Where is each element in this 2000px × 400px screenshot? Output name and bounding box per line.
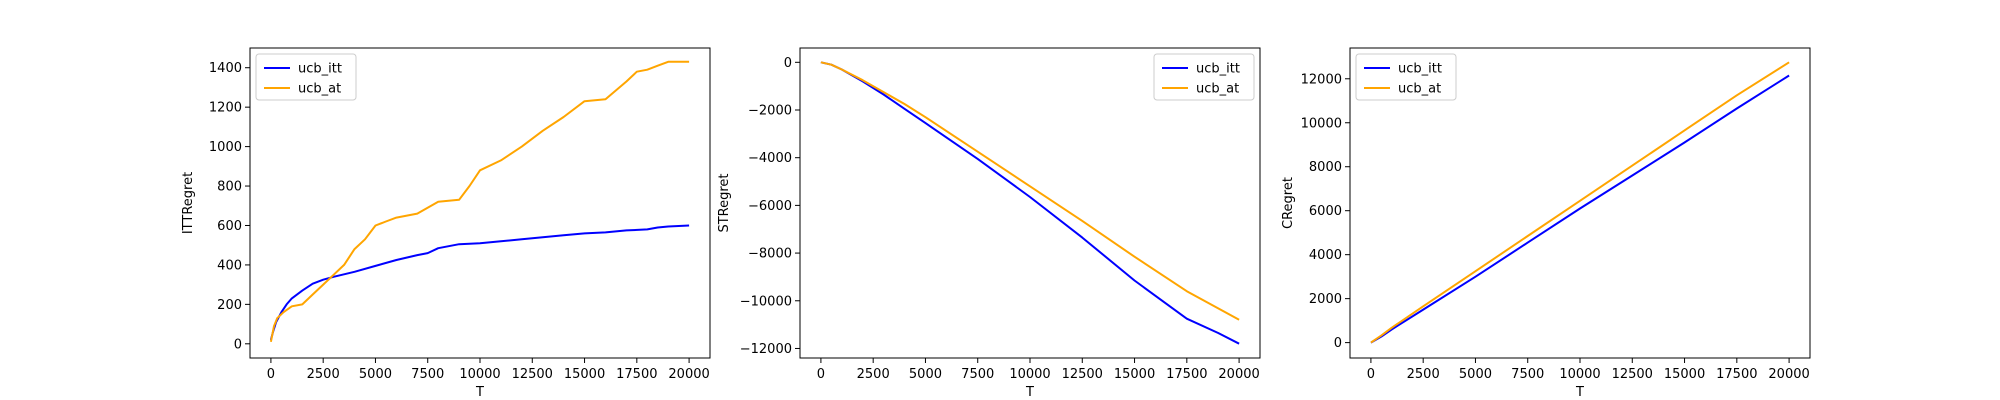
- legend-label-ucb-itt: ucb_itt: [1196, 62, 1240, 77]
- y-tick-label: 1400: [209, 61, 242, 76]
- x-tick-label: 17500: [616, 367, 657, 382]
- y-tick-label: 6000: [1309, 204, 1342, 219]
- x-tick-label: 5000: [909, 367, 942, 382]
- y-tick-label: 12000: [1301, 72, 1342, 87]
- y-tick-label: 0: [234, 337, 242, 352]
- y-tick-label: 800: [217, 180, 242, 195]
- x-axis-label: T: [1025, 385, 1034, 400]
- x-tick-label: 10000: [1559, 367, 1600, 382]
- series-line-ucb-at: [820, 61, 1240, 321]
- y-tick-label: −12000: [740, 342, 792, 357]
- y-tick-label: 200: [217, 298, 242, 313]
- legend: ucb_itt ucb_at: [1355, 53, 1457, 101]
- series-line-ucb-itt: [269, 224, 690, 341]
- y-tick-label: −2000: [748, 104, 792, 119]
- legend-label-ucb-at: ucb_at: [298, 82, 341, 97]
- x-tick-label: 7500: [411, 367, 444, 382]
- y-tick-label: −8000: [748, 247, 792, 262]
- x-axis-label: T: [1575, 385, 1584, 400]
- x-tick-label: 2500: [1407, 367, 1440, 382]
- series-line-ucb-at: [269, 60, 690, 342]
- plot-area: [269, 60, 690, 342]
- y-tick-label: 4000: [1309, 248, 1342, 263]
- y-tick-label: 1200: [209, 101, 242, 116]
- series-line-ucb-itt: [820, 61, 1240, 345]
- x-tick-label: 12500: [1612, 367, 1653, 382]
- x-axis-label: T: [475, 385, 484, 400]
- x-tick-label: 5000: [359, 367, 392, 382]
- y-tick-label: 10000: [1301, 116, 1342, 131]
- legend: ucb_itt ucb_at: [255, 53, 357, 101]
- x-tick-label: 7500: [961, 367, 994, 382]
- legend-label-ucb-itt: ucb_itt: [298, 62, 342, 77]
- x-tick-label: 7500: [1511, 367, 1544, 382]
- x-tick-label: 10000: [1009, 367, 1050, 382]
- x-tick-label: 0: [817, 367, 825, 382]
- legend-label-ucb-at: ucb_at: [1398, 82, 1441, 97]
- y-tick-label: 8000: [1309, 160, 1342, 175]
- chart-panel-3: 0 2500 5000 7500 10000 12500 15000 17500 20000 0 2…: [1281, 47, 1811, 400]
- x-tick-label: 0: [267, 367, 275, 382]
- chart-panel-1: 0 2500 5000 7500 10000 12500 15000 17500 20000 0 2…: [181, 47, 711, 400]
- y-tick-label: −4000: [748, 151, 792, 166]
- series-line-ucb-itt: [1370, 74, 1790, 344]
- y-tick-label: 2000: [1309, 292, 1342, 307]
- y-axis-label: STRegret: [717, 173, 732, 232]
- y-tick-label: −10000: [740, 294, 792, 309]
- y-axis-label: CRegret: [1281, 177, 1296, 229]
- x-tick-label: 2500: [307, 367, 340, 382]
- x-tick-label: 20000: [668, 367, 709, 382]
- x-tick-label: 2500: [857, 367, 890, 382]
- x-tick-label: 0: [1367, 367, 1375, 382]
- legend-label-ucb-itt: ucb_itt: [1398, 62, 1442, 77]
- y-tick-label: 1000: [209, 140, 242, 155]
- x-tick-label: 10000: [459, 367, 500, 382]
- y-tick-label: 0: [784, 56, 792, 71]
- x-tick-label: 15000: [1664, 367, 1705, 382]
- series-line-ucb-at: [1370, 61, 1790, 344]
- x-tick-label: 12500: [512, 367, 553, 382]
- y-axis-label: ITTRegret: [181, 172, 196, 234]
- plot-area: [1370, 61, 1790, 344]
- y-tick-label: 0: [1334, 336, 1342, 351]
- legend: ucb_itt ucb_at: [1153, 53, 1255, 101]
- x-tick-label: 20000: [1218, 367, 1259, 382]
- x-tick-label: 15000: [1114, 367, 1155, 382]
- x-tick-label: 12500: [1062, 367, 1103, 382]
- x-tick-label: 20000: [1768, 367, 1809, 382]
- legend-label-ucb-at: ucb_at: [1196, 82, 1239, 97]
- x-tick-label: 17500: [1716, 367, 1757, 382]
- y-tick-label: −6000: [748, 199, 792, 214]
- x-tick-label: 5000: [1459, 367, 1492, 382]
- y-tick-label: 400: [217, 258, 242, 273]
- y-tick-label: 600: [217, 219, 242, 234]
- x-tick-label: 17500: [1166, 367, 1207, 382]
- plot-area: [820, 61, 1240, 345]
- x-tick-label: 15000: [564, 367, 605, 382]
- chart-panel-2: 0 2500 5000 7500 10000 12500 15000 17500 20000 0 −…: [717, 47, 1261, 400]
